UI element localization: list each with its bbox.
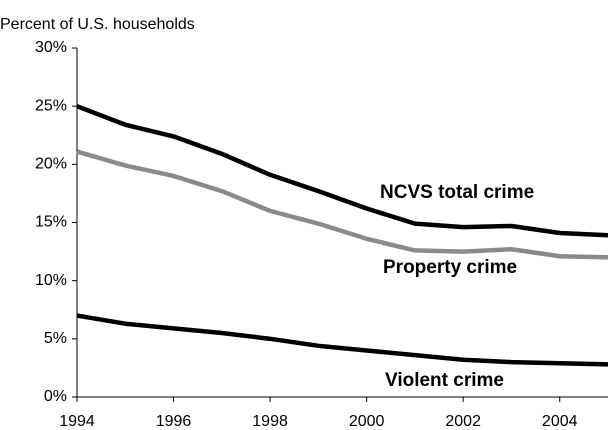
x-tick-label: 1994 bbox=[59, 413, 95, 430]
x-tick-label: 1996 bbox=[156, 413, 192, 430]
series-label: NCVS total crime bbox=[380, 182, 534, 203]
y-tick-label: 5% bbox=[44, 330, 67, 347]
plot-area bbox=[76, 104, 608, 367]
y-tick-label: 10% bbox=[35, 272, 67, 289]
line bbox=[76, 149, 608, 260]
x-tick-label: 2000 bbox=[349, 413, 385, 430]
line bbox=[76, 313, 608, 367]
y-tick-label: 20% bbox=[35, 156, 67, 173]
y-tick-label: 30% bbox=[35, 39, 67, 56]
y-tick-label: 0% bbox=[44, 388, 67, 405]
series-label: Violent crime bbox=[385, 370, 504, 391]
x-tick-label: 2002 bbox=[445, 413, 481, 430]
y-tick-label: 15% bbox=[35, 214, 67, 231]
y-tick-label: 25% bbox=[35, 97, 67, 114]
line bbox=[76, 104, 608, 238]
y-axis-label: Percent of U.S. households bbox=[0, 16, 195, 33]
series-label: Property crime bbox=[383, 257, 517, 278]
x-tick-label: 1998 bbox=[252, 413, 288, 430]
x-tick-label: 2004 bbox=[542, 413, 578, 430]
